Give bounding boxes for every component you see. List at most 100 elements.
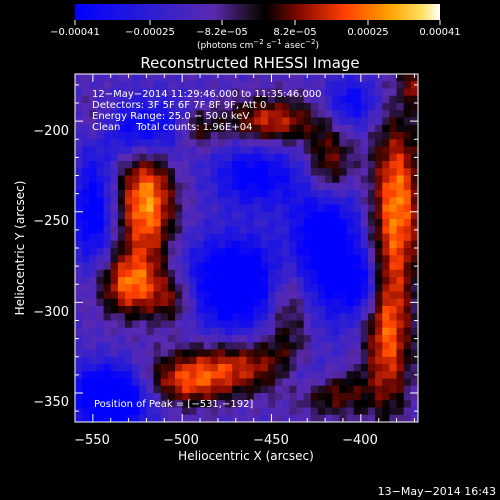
heatmap-cell — [96, 219, 104, 227]
heatmap-cell — [146, 284, 155, 292]
heatmap-cell — [182, 88, 190, 97]
heatmap-cell — [239, 110, 247, 118]
heatmap-cell — [339, 298, 347, 307]
heatmap-cell — [232, 342, 240, 350]
heatmap-cell — [89, 139, 97, 147]
heatmap-cell — [346, 168, 355, 176]
heatmap-cell — [360, 291, 369, 300]
heatmap-cell — [210, 110, 219, 118]
heatmap-cell — [246, 407, 255, 416]
heatmap-cell — [160, 190, 169, 198]
heatmap-cell — [175, 233, 183, 242]
heatmap-cell — [239, 400, 247, 408]
heatmap-cell — [339, 132, 347, 140]
unit-part: (photons cm — [197, 41, 253, 51]
heatmap-cell — [282, 190, 290, 198]
heatmap-cell — [317, 335, 326, 343]
heatmap-cell — [317, 74, 326, 82]
heatmap-cell — [175, 132, 183, 140]
heatmap-cell — [96, 313, 104, 321]
heatmap-cell — [160, 88, 169, 97]
heatmap-cell — [96, 364, 104, 372]
heatmap-cell — [189, 161, 197, 169]
heatmap-cell — [210, 414, 219, 423]
heatmap-cell — [103, 161, 112, 169]
heatmap-cell — [210, 95, 219, 104]
heatmap-cell — [282, 400, 290, 408]
heatmap-cell — [367, 95, 376, 104]
heatmap-cell — [160, 364, 169, 372]
heatmap-cell — [175, 284, 183, 292]
heatmap-cell — [153, 327, 162, 336]
heatmap-cell — [103, 204, 112, 213]
heatmap-cell — [346, 204, 355, 213]
heatmap-cell — [110, 269, 119, 278]
heatmap-cell — [296, 74, 305, 82]
heatmap-cell — [175, 88, 183, 97]
heatmap-cell — [210, 190, 219, 198]
heatmap-cell — [275, 407, 283, 416]
heatmap-cell — [82, 349, 90, 358]
unit-part: s — [264, 41, 272, 51]
heatmap-cell — [82, 168, 90, 176]
heatmap-cell — [382, 175, 390, 184]
heatmap-cell — [289, 204, 297, 213]
heatmap-cell — [289, 153, 297, 162]
heatmap-cell — [132, 74, 140, 82]
heatmap-cell — [160, 269, 169, 278]
heatmap-cell — [375, 371, 383, 379]
heatmap-cell — [396, 342, 405, 350]
heatmap-cell — [353, 74, 362, 82]
heatmap-cell — [182, 103, 190, 111]
heatmap-cell — [275, 132, 283, 140]
heatmap-cell — [175, 393, 183, 401]
heatmap-cell — [110, 132, 119, 140]
heatmap-cell — [75, 400, 83, 408]
heatmap-cell — [82, 393, 90, 401]
heatmap-cell — [253, 168, 262, 176]
heatmap-cell — [410, 277, 419, 285]
heatmap-cell — [389, 349, 397, 358]
heatmap-cell — [267, 349, 276, 358]
heatmap-cell — [303, 277, 312, 285]
heatmap-cell — [160, 240, 169, 249]
heatmap-cell — [367, 342, 376, 350]
heatmap-cell — [360, 248, 369, 256]
x-tick-labels: −550 −500 −450 −400 — [74, 433, 378, 448]
heatmap-cell — [346, 146, 355, 155]
heatmap-cell — [267, 132, 276, 140]
heatmap-cell — [225, 74, 233, 82]
heatmap-cell — [375, 139, 383, 147]
heatmap-cell — [196, 385, 205, 394]
heatmap-cell — [125, 110, 133, 118]
heatmap-cell — [275, 226, 283, 234]
heatmap-cell — [153, 74, 162, 82]
heatmap-cell — [332, 356, 340, 365]
heatmap-cell — [110, 407, 119, 416]
heatmap-cell — [396, 182, 405, 191]
heatmap-cell — [239, 168, 247, 176]
heatmap-cell — [103, 349, 112, 358]
heatmap-cell — [325, 306, 333, 314]
heatmap-cell — [139, 182, 147, 191]
heatmap-cell — [182, 385, 190, 394]
heatmap-cell — [125, 146, 133, 155]
heatmap-cell — [232, 255, 240, 263]
heatmap-cell — [160, 313, 169, 321]
heatmap-cell — [282, 124, 290, 133]
footer-timestamp: 13−May−2014 16:43 — [378, 485, 496, 498]
heatmap-cell — [167, 385, 176, 394]
unit-exponent: −2 — [305, 38, 315, 46]
heatmap-cell — [382, 269, 390, 278]
heatmap-cell — [160, 291, 169, 300]
heatmap-cell — [232, 168, 240, 176]
heatmap-cell — [139, 393, 147, 401]
heatmap-cell — [403, 262, 412, 271]
heatmap-cell — [403, 74, 412, 82]
heatmap-cell — [346, 284, 355, 292]
heatmap-cell — [253, 197, 262, 205]
heatmap-cell — [253, 110, 262, 118]
heatmap-cell — [125, 327, 133, 336]
heatmap-cell — [360, 414, 369, 423]
heatmap-cell — [389, 103, 397, 111]
